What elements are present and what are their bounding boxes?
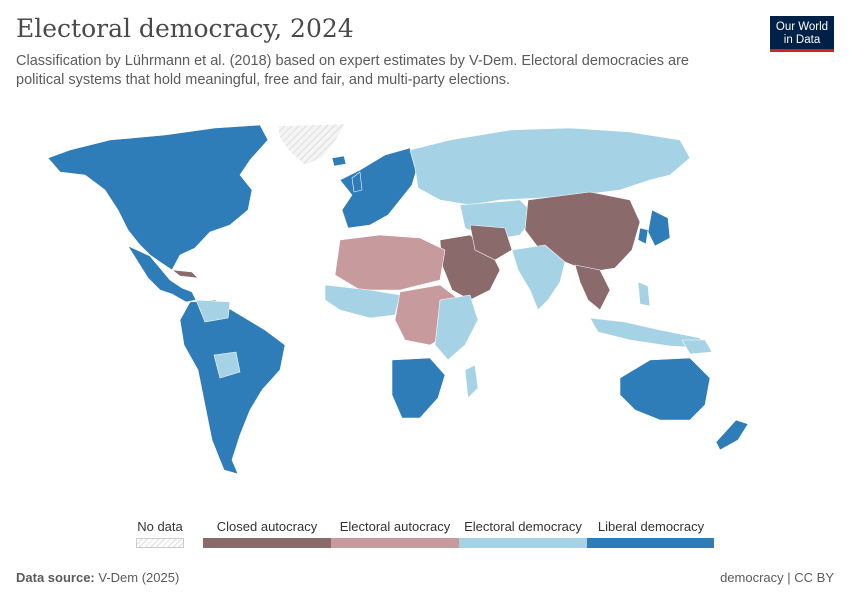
chart-title: Electoral democracy, 2024 xyxy=(16,14,354,43)
data-source-value[interactable]: V-Dem (2025) xyxy=(98,570,180,585)
india-region[interactable] xyxy=(511,244,566,311)
australia-region[interactable] xyxy=(619,357,711,421)
logo-line-1: Our World xyxy=(775,21,829,33)
cuba-region[interactable] xyxy=(171,269,199,279)
korea-region[interactable] xyxy=(637,227,649,245)
data-source: Data source: V-Dem (2025) xyxy=(16,570,179,585)
greenland-region[interactable] xyxy=(277,123,346,166)
legend-no-data-swatch[interactable] xyxy=(136,538,184,548)
russia-region[interactable] xyxy=(409,127,691,206)
legend-no-data-label: No data xyxy=(137,519,183,534)
east-africa-region[interactable] xyxy=(434,294,479,361)
china-region[interactable] xyxy=(524,191,641,273)
license-text[interactable]: democracy | CC BY xyxy=(720,570,834,585)
legend-electoral-autocracy-swatch[interactable] xyxy=(331,538,459,548)
owid-logo[interactable]: Our World in Data xyxy=(770,16,834,52)
madagascar-region[interactable] xyxy=(464,364,479,399)
north-africa-region[interactable] xyxy=(334,234,446,291)
south-america-region[interactable] xyxy=(179,299,286,475)
legend-electoral-democracy-label: Electoral democracy xyxy=(464,519,582,534)
uk-region[interactable] xyxy=(351,171,363,193)
legend-liberal-democracy-swatch[interactable] xyxy=(587,538,714,548)
iceland-region[interactable] xyxy=(331,155,347,167)
west-africa-region[interactable] xyxy=(324,284,401,319)
bolivia-region[interactable] xyxy=(213,351,241,379)
japan-region[interactable] xyxy=(647,209,671,247)
png-region[interactable] xyxy=(681,339,713,355)
new-zealand-region[interactable] xyxy=(715,419,749,451)
world-map[interactable] xyxy=(0,110,850,510)
data-source-label: Data source: xyxy=(16,570,95,585)
philippines-region[interactable] xyxy=(637,281,651,307)
europe-region[interactable] xyxy=(339,147,419,229)
legend-closed-autocracy-label: Closed autocracy xyxy=(216,519,318,534)
southeast-asia-region[interactable] xyxy=(574,264,611,311)
venezuela-region[interactable] xyxy=(195,299,231,323)
southern-africa-region[interactable] xyxy=(391,357,446,419)
legend-electoral-democracy-swatch[interactable] xyxy=(459,538,587,548)
north-america-region[interactable] xyxy=(47,124,269,271)
legend-liberal-democracy-label: Liberal democracy xyxy=(597,519,705,534)
legend-electoral-autocracy-label: Electoral autocracy xyxy=(339,519,451,534)
iran-region[interactable] xyxy=(469,224,513,261)
chart-subtitle: Classification by Lührmann et al. (2018)… xyxy=(16,53,689,88)
legend-closed-autocracy-swatch[interactable] xyxy=(203,538,331,548)
logo-line-2: in Data xyxy=(783,34,821,46)
